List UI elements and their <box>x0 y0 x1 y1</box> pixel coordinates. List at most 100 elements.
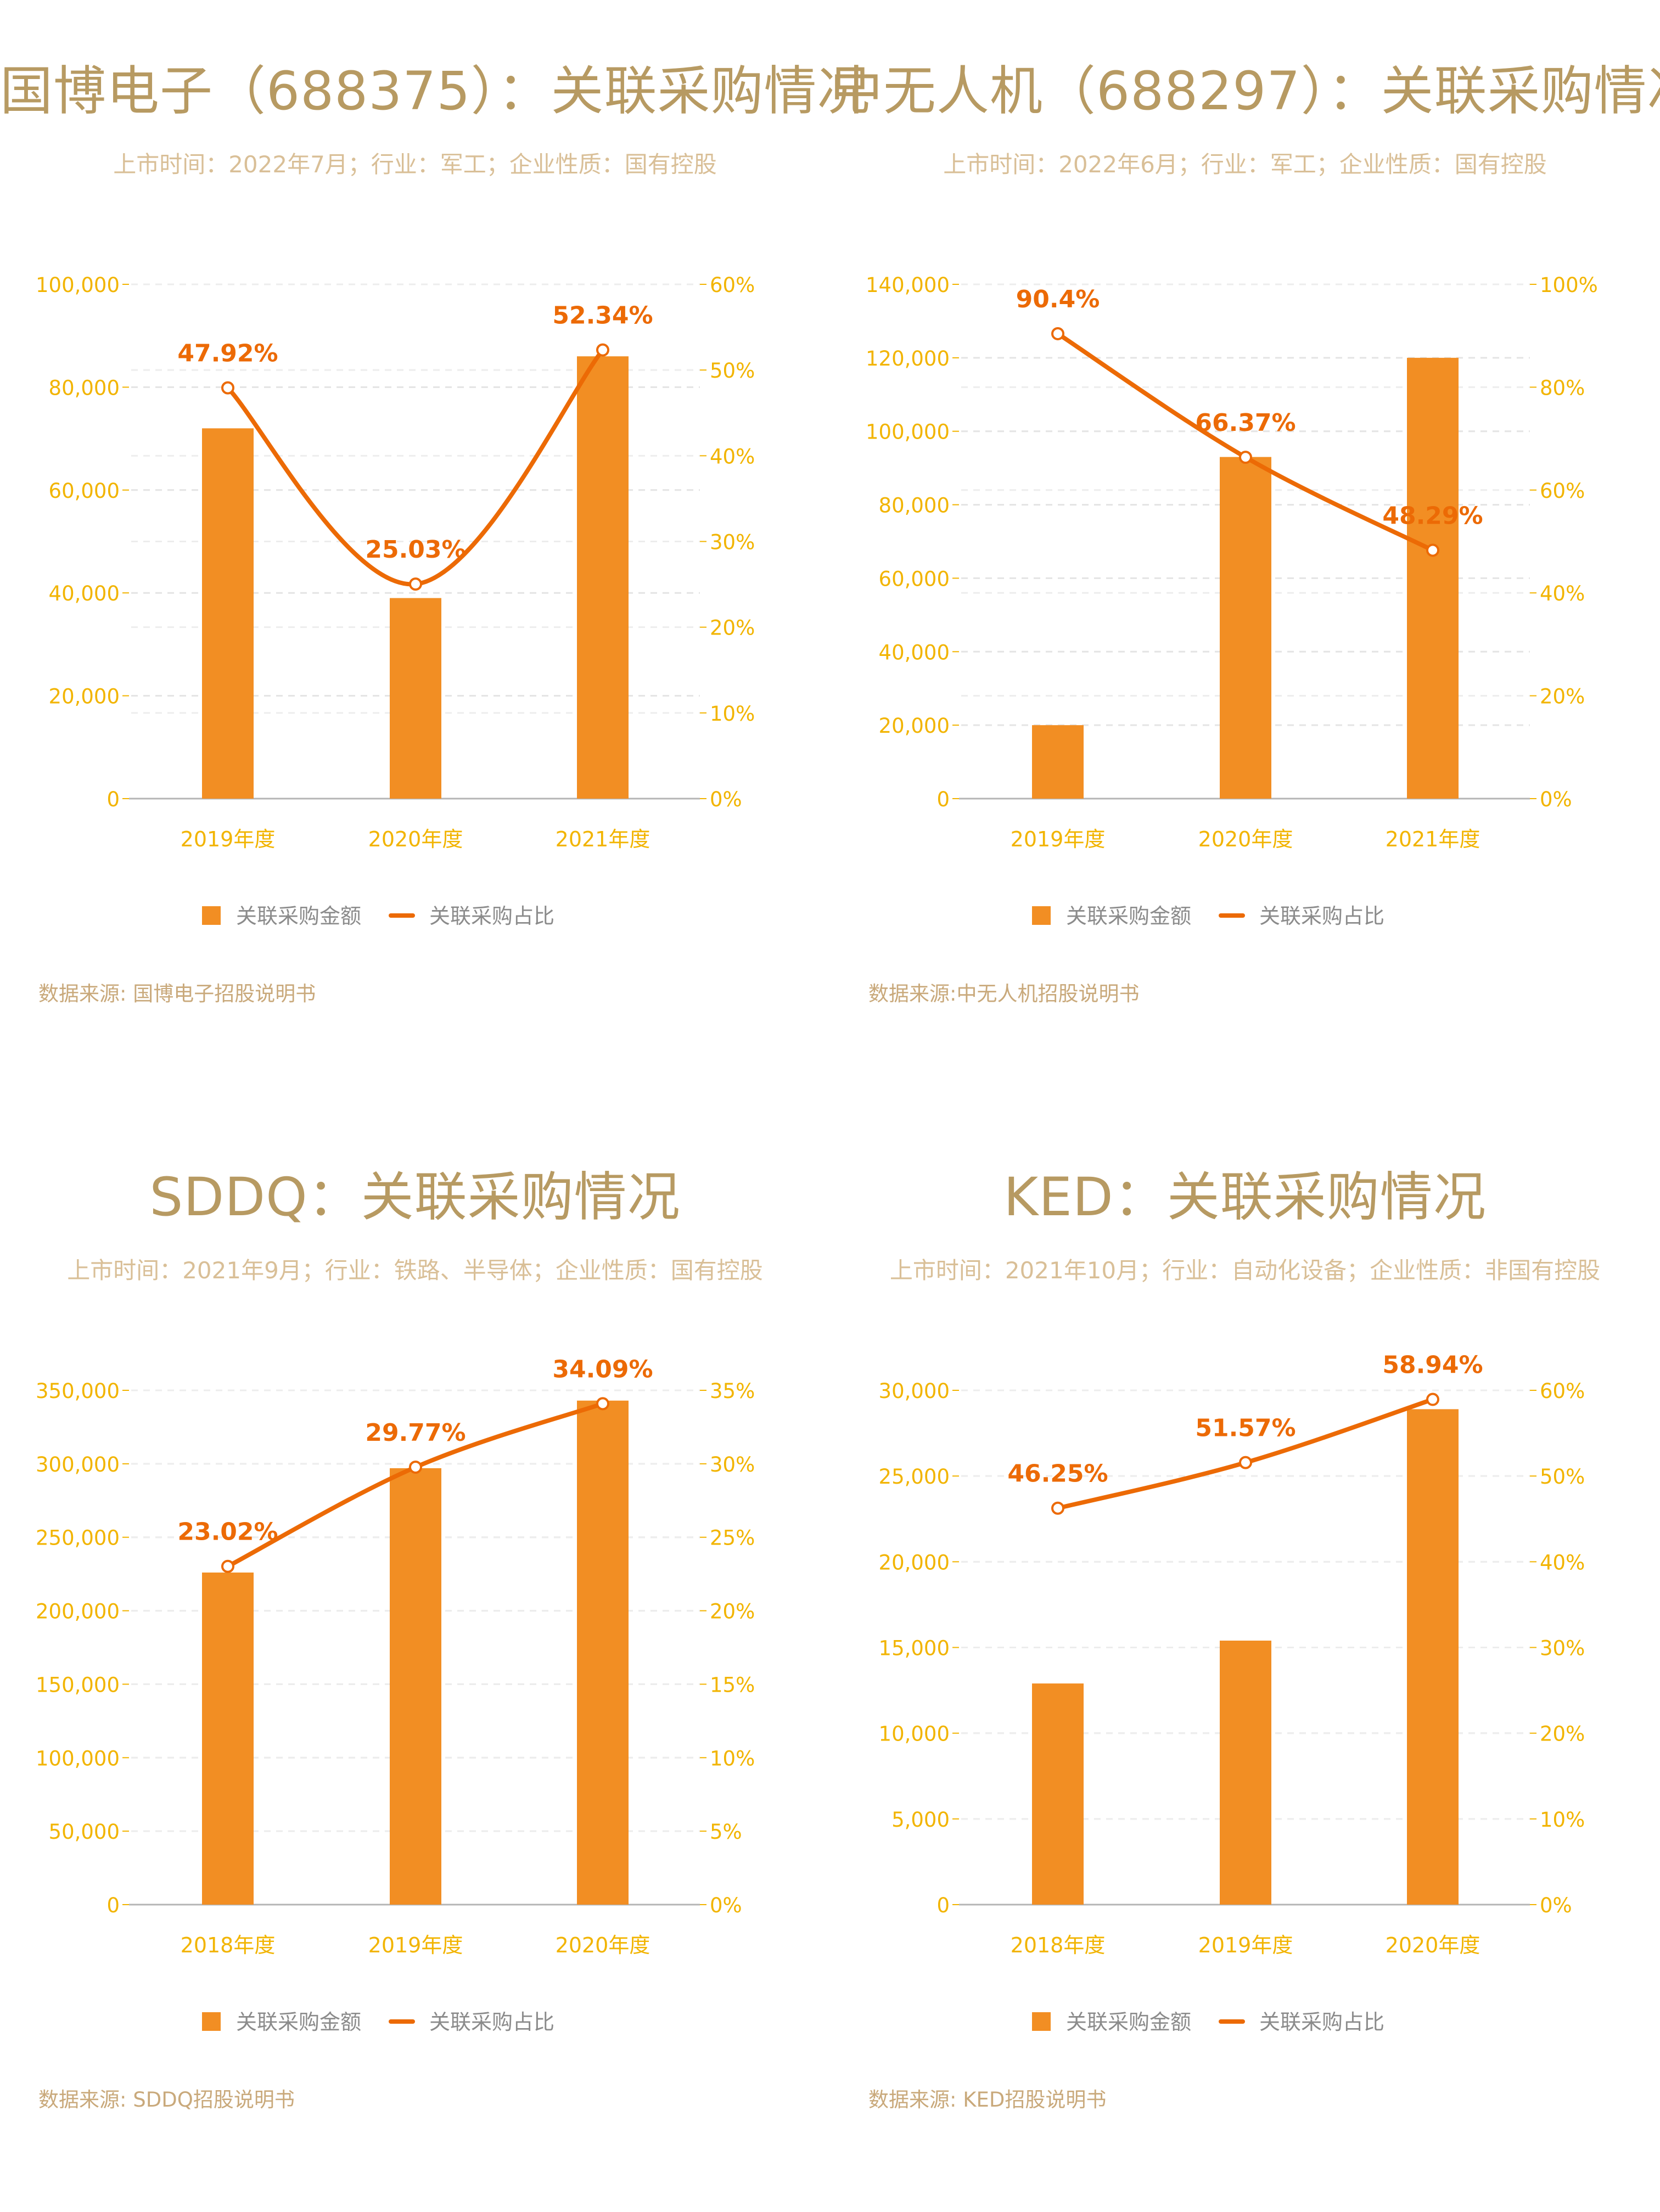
panel-title: 国博电子（688375）：关联采购情况 <box>0 60 871 122</box>
chart-svg: 0 50,000 100,000 150,000 200,000 250,000 300,0… <box>36 1355 755 2034</box>
data-label: 34.09% <box>552 1355 653 1383</box>
y-right-tick-label: 15% <box>710 1673 755 1697</box>
legend-bar-swatch <box>202 906 221 925</box>
bar <box>577 1400 629 1905</box>
line-point <box>221 381 234 395</box>
line-point <box>1239 1456 1252 1469</box>
y-left-tick-label: 100,000 <box>866 420 950 444</box>
y-left-tick-label: 50,000 <box>49 1820 120 1844</box>
y-left-tick-label: 80,000 <box>879 494 950 518</box>
bar <box>1220 1641 1271 1905</box>
y-right-tick-label: 40% <box>1540 1551 1585 1574</box>
bar <box>1032 725 1084 799</box>
x-tick-label: 2019年度 <box>1198 1933 1293 1957</box>
x-tick-label: 2018年度 <box>181 1933 276 1957</box>
y-right-tick-label: 30% <box>1540 1637 1585 1660</box>
source-note: 数据来源:中无人机招股说明书 <box>868 982 1140 1006</box>
legend-line-label: 关联采购占比 <box>429 904 554 928</box>
y-left-tick-label: 25,000 <box>879 1465 950 1489</box>
legend-bar-label: 关联采购金额 <box>1066 904 1191 928</box>
y-right-tick-label: 80% <box>1540 376 1585 400</box>
y-right-tick-label: 60% <box>1540 1379 1585 1403</box>
y-right-tick-label: 0% <box>1540 788 1572 811</box>
y-right-tick-label: 20% <box>710 616 755 640</box>
bar <box>1220 457 1271 799</box>
y-left-tick-label: 100,000 <box>36 273 120 297</box>
data-label: 47.92% <box>177 340 278 368</box>
source-note: 数据来源: 国博电子招股说明书 <box>38 982 316 1006</box>
y-right-tick-label: 20% <box>710 1600 755 1624</box>
line-point <box>596 1397 609 1411</box>
y-left-tick-label: 20,000 <box>879 1551 950 1574</box>
chart-panel-ked: KED：关联采购情况 上市时间：2021年10月；行业：自动化设备；企业性质：非… <box>830 1106 1660 2212</box>
y-right-tick-label: 30% <box>710 531 755 554</box>
y-right-tick-label: 50% <box>710 359 755 383</box>
y-right-tick-label: 40% <box>1540 582 1585 605</box>
line-point <box>221 1559 234 1573</box>
y-left-tick-label: 0 <box>936 1894 950 1917</box>
y-left-tick-label: 200,000 <box>36 1600 120 1624</box>
bar <box>202 428 254 799</box>
y-left-tick-label: 60,000 <box>879 567 950 591</box>
y-left-tick-label: 20,000 <box>879 714 950 738</box>
x-tick-label: 2020年度 <box>1386 1933 1480 1957</box>
x-tick-label: 2021年度 <box>1386 827 1480 851</box>
bar <box>390 1468 441 1905</box>
chart-panel-guobo: 国博电子（688375）：关联采购情况 上市时间：2022年7月；行业：军工；企… <box>0 0 871 1106</box>
chart-panel-sddq: SDDQ：关联采购情况 上市时间：2021年9月；行业：铁路、半导体；企业性质：… <box>0 1106 830 2212</box>
y-right-tick-label: 20% <box>1540 685 1585 709</box>
data-label: 51.57% <box>1195 1414 1296 1442</box>
data-label: 90.4% <box>1016 285 1100 313</box>
y-left-tick-label: 0 <box>936 788 950 811</box>
y-left-tick-label: 0 <box>106 788 120 811</box>
y-right-tick-label: 0% <box>710 1894 742 1917</box>
chart-svg: 0 20,000 40,000 60,000 80,000 100,000 0% 10% 20%… <box>36 273 755 928</box>
line-point <box>1051 1501 1064 1515</box>
y-left-tick-label: 120,000 <box>866 347 950 370</box>
line-point <box>409 1461 422 1474</box>
panel-subtitle: 上市时间：2021年9月；行业：铁路、半导体；企业性质：国有控股 <box>67 1257 763 1284</box>
data-label: 25.03% <box>365 536 466 564</box>
bar <box>577 356 629 799</box>
y-left-tick-label: 0 <box>106 1894 120 1917</box>
y-right-tick-label: 0% <box>1540 1894 1572 1917</box>
line-point <box>409 577 422 591</box>
x-tick-label: 2020年度 <box>556 1933 650 1957</box>
y-left-tick-label: 40,000 <box>49 582 120 605</box>
y-left-tick-label: 150,000 <box>36 1673 120 1697</box>
x-tick-label: 2020年度 <box>1198 827 1293 851</box>
y-left-tick-label: 5,000 <box>891 1808 950 1832</box>
legend-bar-label: 关联采购金额 <box>236 904 361 928</box>
x-tick-label: 2020年度 <box>368 827 463 851</box>
legend-bar-swatch <box>1032 906 1051 925</box>
y-left-tick-label: 250,000 <box>36 1526 120 1550</box>
x-tick-label: 2019年度 <box>181 827 276 851</box>
data-label: 46.25% <box>1007 1460 1108 1488</box>
y-right-tick-label: 0% <box>710 788 742 811</box>
panel-subtitle: 上市时间：2022年6月；行业：军工；企业性质：国有控股 <box>943 151 1547 178</box>
line-point <box>1051 327 1064 340</box>
y-left-tick-label: 40,000 <box>879 641 950 664</box>
data-label: 58.94% <box>1382 1351 1483 1379</box>
data-label: 23.02% <box>177 1518 278 1546</box>
y-left-tick-label: 20,000 <box>49 685 120 709</box>
y-right-tick-label: 25% <box>710 1526 755 1550</box>
y-left-tick-label: 60,000 <box>49 479 120 503</box>
x-tick-label: 2021年度 <box>556 827 650 851</box>
y-right-tick-label: 20% <box>1540 1722 1585 1746</box>
line-point <box>1239 451 1252 464</box>
legend-line-label: 关联采购占比 <box>1259 2010 1384 2034</box>
y-left-tick-label: 10,000 <box>879 1722 950 1746</box>
y-left-tick-label: 15,000 <box>879 1637 950 1660</box>
y-right-tick-label: 10% <box>710 702 755 726</box>
line-point <box>1426 1393 1439 1406</box>
legend-bar-swatch <box>1032 2012 1051 2031</box>
y-right-tick-label: 40% <box>710 445 755 468</box>
bar <box>202 1572 254 1905</box>
panel-title: 中无人机（688297）：关联采购情况 <box>830 60 1660 122</box>
legend-line-label: 关联采购占比 <box>429 2010 554 2034</box>
chart-svg: 0 20,000 40,000 60,000 80,000 100,000 120,000 1… <box>866 273 1598 928</box>
y-right-tick-label: 5% <box>710 1820 742 1844</box>
y-left-tick-label: 30,000 <box>879 1379 950 1403</box>
panel-title: KED：关联采购情况 <box>1003 1166 1487 1228</box>
